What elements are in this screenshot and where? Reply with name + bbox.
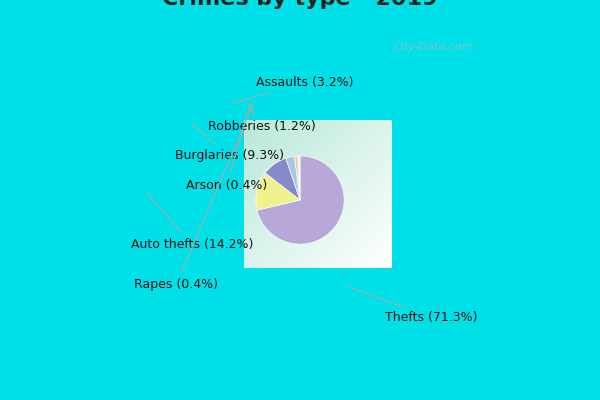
- Title: Crimes by type - 2019: Crimes by type - 2019: [163, 0, 437, 9]
- Wedge shape: [256, 173, 300, 210]
- Text: Thefts (71.3%): Thefts (71.3%): [347, 286, 477, 324]
- Wedge shape: [257, 156, 344, 244]
- Text: Assaults (3.2%): Assaults (3.2%): [233, 76, 353, 103]
- Text: Auto thefts (14.2%): Auto thefts (14.2%): [131, 193, 253, 251]
- Text: Rapes (0.4%): Rapes (0.4%): [134, 104, 253, 291]
- Text: City-Data.com: City-Data.com: [394, 42, 473, 52]
- Wedge shape: [286, 156, 300, 200]
- Wedge shape: [295, 156, 300, 200]
- Wedge shape: [299, 156, 300, 200]
- Wedge shape: [298, 156, 300, 200]
- Text: Robberies (1.2%): Robberies (1.2%): [208, 104, 316, 133]
- Text: Arson (0.4%): Arson (0.4%): [186, 104, 267, 192]
- Text: Burglaries (9.3%): Burglaries (9.3%): [175, 124, 284, 162]
- Wedge shape: [265, 158, 300, 200]
